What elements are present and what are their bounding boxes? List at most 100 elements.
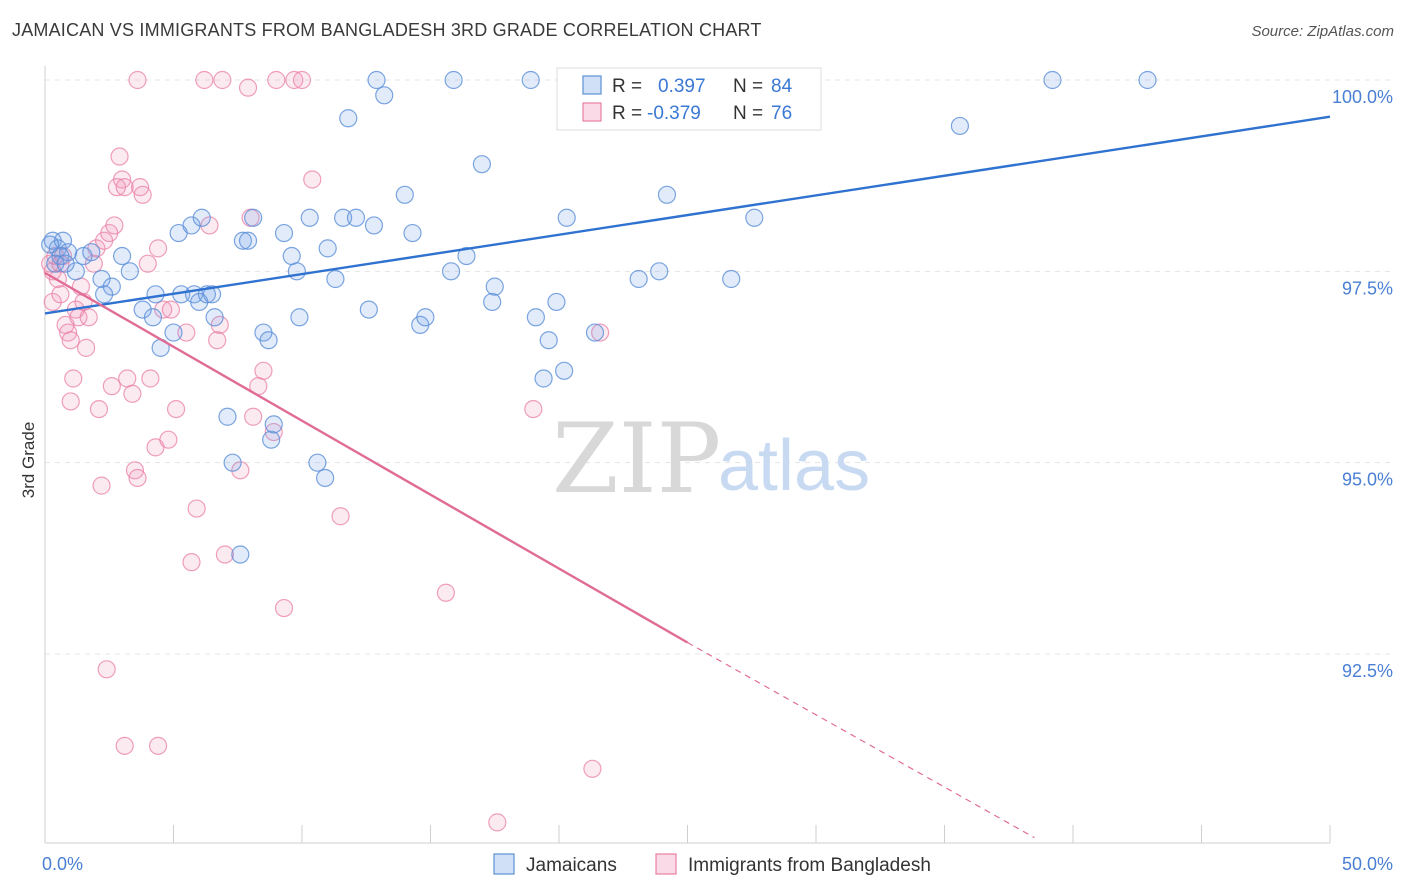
jamaicans-point [526,308,545,327]
bangladesh-point [105,216,124,235]
bangladesh-point [303,170,322,189]
gridlines [45,79,1390,655]
jamaicans-point [316,468,335,488]
jamaicans-point [218,407,237,426]
bangladesh-point [583,759,602,778]
bangladesh-point [215,545,234,564]
bangladesh-point [208,331,227,350]
series-jamaicans-points [41,70,1157,564]
bangladesh-point [254,361,273,380]
bangladesh-point [436,583,456,602]
trend-lines [44,115,1331,839]
bangladesh-point [524,399,543,419]
bangladesh-point [159,430,178,449]
bangladesh-point [244,407,263,426]
jamaicans-point [1138,70,1157,90]
legend-pink-swatch [582,102,602,122]
bangladesh-point [89,399,109,419]
jamaicans-point [557,208,576,227]
bangladesh-point [161,300,181,319]
y-tick-label: 97.5% [1342,278,1393,298]
jamaicans-point [66,262,85,281]
jamaicans-point [403,223,422,243]
jamaicans-point [657,185,677,204]
jamaicans-point [46,254,65,273]
bangladesh-trend-extension [687,641,1035,839]
jamaicans-point [92,269,111,289]
legend-jamaicans-swatch [493,853,515,875]
jamaicans-point [300,208,319,227]
jamaicans-point [231,545,250,564]
bottom-legend: Jamaicans Immigrants from Bangladesh [493,853,931,876]
source-label: Source: ZipAtlas.com [1251,23,1394,40]
jamaicans-point [367,70,386,90]
bangladesh-point [267,70,286,90]
legend-n-label-2: N = [733,103,763,124]
bangladesh-point [274,598,294,618]
bangladesh-point [102,377,121,396]
y-tick-label: 100.0% [1332,87,1393,107]
bangladesh-point [77,338,96,357]
jamaicans-point [441,262,461,281]
bangladesh-point [292,70,312,90]
watermark-atlas: atlas [718,426,870,506]
jamaicans-point [539,331,558,350]
jamaicans-point [238,231,258,250]
bangladesh-point [141,369,160,388]
x-tick-label: 0.0% [42,854,83,874]
jamaicans-point [259,331,278,350]
jamaicans-point [650,262,669,281]
jamaicans-point [146,285,165,304]
chart-title: JAMAICAN VS IMMIGRANTS FROM BANGLADESH 3… [12,20,762,40]
jamaicans-point [950,116,970,136]
bangladesh-point [97,660,116,679]
jamaicans-point [534,369,553,388]
jamaicans-point [102,277,121,296]
legend-bangladesh-label: Immigrants from Bangladesh [688,855,931,876]
bangladesh-point [115,736,134,755]
jamaicans-point [555,361,574,380]
axes [44,66,1331,844]
series-bangladesh-points [41,70,610,832]
bangladesh-point [61,392,80,411]
jamaicans-point [274,223,294,243]
jamaicans-point [244,208,263,227]
legend-n-value-1: 84 [771,76,793,97]
jamaicans-point [143,308,163,327]
bangladesh-point [331,507,350,526]
jamaicans-point [287,262,306,281]
jamaicans-point [375,86,394,105]
jamaicans-point [745,208,764,227]
jamaicans-point [318,239,337,258]
bangladesh-point [123,384,142,403]
jamaicans-point [164,323,183,342]
bangladesh-point [138,254,157,273]
jamaicans-point [1043,70,1062,90]
jamaicans-point [192,208,211,227]
jamaicans-point [395,185,414,204]
jamaicans-point [547,292,566,312]
jamaicans-point [722,269,741,289]
jamaicans-point [112,246,132,266]
bangladesh-point [115,178,134,197]
bangladesh-point [182,553,201,572]
bangladesh-trend-line [44,271,689,644]
jamaicans-point [41,235,60,254]
bangladesh-point [64,369,83,388]
jamaicans-point [133,300,152,319]
jamaicans-point [444,70,463,90]
jamaicans-point [334,208,353,227]
jamaicans-point [262,430,281,449]
bangladesh-point [110,147,129,166]
jamaicans-point [585,323,605,342]
y-tick-label: 92.5% [1342,661,1393,681]
legend-r-value-2: -0.379 [647,103,701,124]
watermark-zip: ZIP [552,403,721,515]
bangladesh-point [51,285,70,304]
jamaicans-point [326,269,345,289]
jamaicans-point [56,254,75,273]
jamaicans-point [346,208,366,227]
watermark: ZIP atlas [552,403,870,515]
bangladesh-point [154,300,173,319]
